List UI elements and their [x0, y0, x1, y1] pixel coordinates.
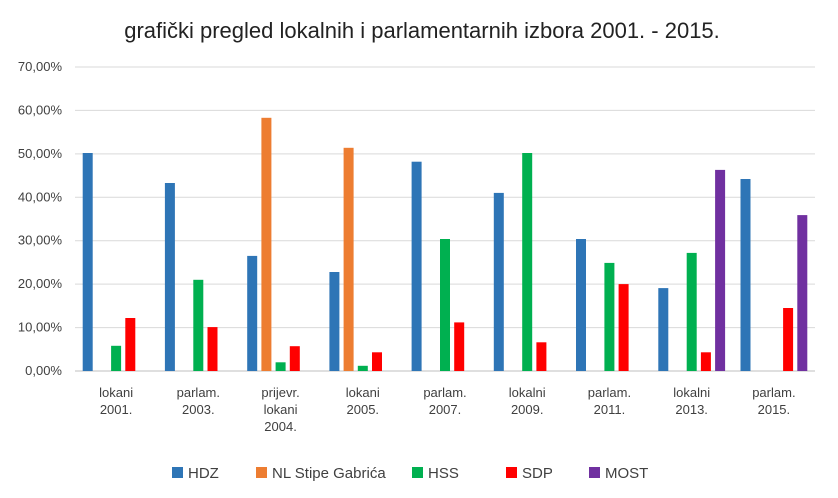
bar-most: [715, 169, 726, 371]
legend-swatch: [589, 467, 600, 478]
bar-hdz: [658, 288, 669, 371]
legend-item: SDP: [506, 465, 553, 482]
y-axis-ticks: 0,00% 10,00% 20,00% 30,00% 40,00% 50,00% 60,00…: [18, 59, 63, 378]
y-tick-label: 20,00%: [18, 276, 63, 291]
bar-hdz: [164, 183, 175, 371]
bar-hss: [522, 153, 533, 371]
bar-hdz: [493, 192, 504, 371]
y-tick-label: 60,00%: [18, 102, 63, 117]
legend-item: HDZ: [172, 465, 219, 482]
x-category-label: parlam. 2007.: [423, 385, 466, 417]
bar-sdp: [536, 342, 547, 371]
legend-label: HSS: [428, 465, 459, 482]
bar-sdp: [618, 284, 629, 371]
bar-hss: [686, 252, 697, 371]
legend-label: SDP: [522, 465, 553, 482]
bar-sdp: [454, 322, 465, 371]
bar-sdp: [372, 352, 382, 371]
legend-swatch: [172, 467, 183, 478]
x-category-label: prijevr. lokani 2004.: [261, 385, 299, 434]
x-category-label: parlam. 2011.: [588, 385, 631, 417]
x-category-label: lokani 2001.: [99, 385, 133, 417]
y-tick-label: 0,00%: [25, 363, 62, 378]
bar-hss: [604, 262, 615, 371]
bars: [82, 117, 808, 371]
x-category-label: lokalni 2009.: [509, 385, 546, 417]
legend-swatch: [412, 467, 423, 478]
x-category-label: parlam. 2015.: [752, 385, 795, 417]
y-tick-label: 70,00%: [18, 59, 63, 74]
bar-hdz: [576, 239, 586, 371]
bar-most: [797, 215, 808, 371]
legend-label: MOST: [605, 465, 648, 482]
bar-nl-stipe-gabria: [343, 147, 354, 371]
y-tick-label: 10,00%: [18, 320, 63, 335]
legend-item: NL Stipe Gabrića: [256, 465, 386, 482]
x-category-label: parlam. 2003.: [177, 385, 220, 417]
bar-hss: [440, 239, 450, 371]
bar-hss: [193, 279, 204, 371]
bar-sdp: [700, 352, 711, 371]
bar-hss: [111, 345, 122, 371]
bar-hss: [357, 365, 368, 371]
x-axis-categories: lokani 2001. parlam. 2003. prijevr. lokani 200…: [99, 385, 795, 434]
y-tick-label: 50,00%: [18, 146, 63, 161]
legend-label: NL Stipe Gabrića: [272, 465, 386, 482]
y-tick-label: 40,00%: [18, 189, 63, 204]
x-category-label: lokani 2005.: [346, 385, 380, 417]
legend: HDZ NL Stipe Gabrića HSS SDP MOST: [172, 465, 648, 482]
bar-hdz: [82, 153, 93, 371]
bar-hdz: [411, 161, 422, 371]
bar-hdz: [740, 179, 751, 371]
bar-sdp: [783, 308, 794, 371]
bar-hss: [275, 362, 286, 371]
bar-nl-stipe-gabria: [261, 117, 272, 371]
legend-item: MOST: [589, 465, 648, 482]
legend-swatch: [256, 467, 267, 478]
bar-hdz: [247, 255, 258, 371]
x-category-label: lokalni 2013.: [673, 385, 710, 417]
y-tick-label: 30,00%: [18, 233, 63, 248]
legend-label: HDZ: [188, 465, 219, 482]
bar-sdp: [207, 327, 218, 371]
legend-item: HSS: [412, 465, 459, 482]
chart-title: grafički pregled lokalnih i parlamentarn…: [124, 18, 720, 43]
legend-swatch: [506, 467, 517, 478]
bar-hdz: [329, 272, 340, 371]
bar-sdp: [289, 346, 300, 371]
bar-sdp: [125, 318, 136, 371]
